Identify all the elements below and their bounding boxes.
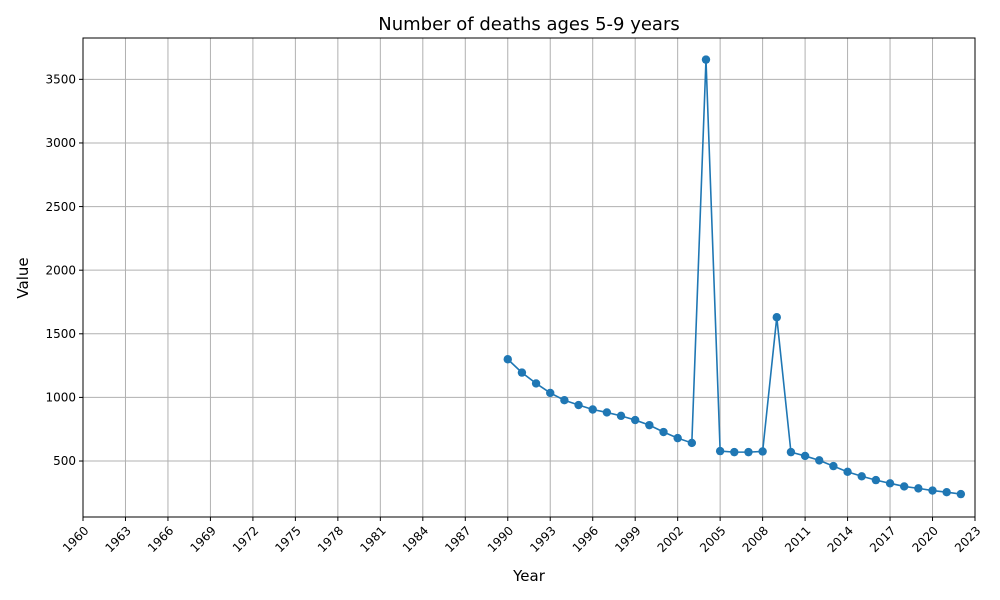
data-point [871, 475, 881, 485]
x-tick-label: 2011 [782, 524, 813, 555]
x-axis-title: Year [512, 567, 546, 585]
data-point [942, 487, 951, 497]
data-point [673, 433, 682, 443]
data-point [857, 472, 866, 481]
data-point [517, 368, 527, 377]
data-point [800, 451, 810, 461]
data-point [843, 467, 852, 477]
x-tick-label: 1966 [145, 524, 176, 555]
x-tick-label: 2008 [740, 524, 771, 555]
data-point [829, 461, 838, 471]
data-point [616, 411, 626, 421]
data-point [786, 447, 796, 457]
x-tick-label: 1996 [570, 524, 601, 555]
data-point [546, 388, 555, 398]
x-tick-label: 1981 [357, 524, 388, 555]
y-tick-label: 2000 [45, 263, 76, 277]
x-tick-label: 1993 [527, 524, 558, 555]
x-gridlines [82, 38, 976, 517]
y-tick-label: 1500 [45, 327, 76, 341]
x-tick-label: 2017 [867, 524, 898, 555]
y-tick-label: 2500 [45, 200, 76, 214]
data-point [560, 396, 569, 405]
data-point [885, 479, 895, 488]
x-tick-label: 2023 [952, 524, 983, 555]
plot-area-frame [82, 37, 976, 518]
x-tick-label: 1960 [60, 524, 91, 555]
series-line [507, 59, 961, 495]
x-axis-ticks: 1960 1963 1966 1969 1972 1975 1978 1981 1984 1987… [60, 517, 983, 555]
x-tick-label: 1975 [272, 524, 303, 555]
data-point [687, 438, 697, 448]
y-gridlines [83, 78, 975, 462]
data-point [574, 400, 583, 410]
data-point [602, 408, 612, 417]
x-tick-label: 1990 [485, 524, 516, 555]
data-point [659, 427, 668, 437]
y-axis-ticks: 500 1000 1500 2000 2500 3000 3500 [45, 73, 83, 468]
chart-title: Number of deaths ages 5-9 years [378, 14, 679, 35]
data-point [815, 456, 824, 465]
y-tick-label: 3500 [45, 73, 76, 87]
x-tick-label: 1963 [102, 524, 133, 555]
x-tick-label: 1999 [612, 524, 643, 555]
x-tick-label: 1972 [230, 524, 261, 555]
data-point [914, 484, 923, 493]
x-tick-label: 2005 [697, 524, 728, 555]
y-tick-label: 3000 [45, 136, 76, 150]
data-point [531, 379, 541, 388]
x-tick-label: 2002 [655, 524, 686, 555]
data-point [772, 313, 781, 322]
data-point [715, 446, 725, 456]
x-tick-label: 1987 [442, 524, 473, 555]
x-tick-label: 2020 [910, 524, 941, 555]
x-tick-label: 1969 [187, 524, 218, 555]
data-point [758, 447, 767, 456]
data-point [588, 405, 597, 414]
data-point [503, 355, 512, 364]
data-point [900, 482, 909, 491]
data-point [744, 447, 753, 457]
data-point [956, 489, 966, 499]
data-point [928, 486, 937, 495]
x-tick-label: 1978 [315, 524, 346, 555]
data-point [645, 420, 654, 430]
data-point [701, 55, 711, 64]
y-tick-label: 500 [53, 454, 76, 468]
x-tick-label: 2014 [825, 524, 856, 555]
series-layer [503, 55, 966, 499]
data-point [630, 415, 640, 425]
x-tick-label: 1984 [400, 524, 431, 555]
y-axis-title: Value [14, 257, 32, 298]
data-point [730, 447, 739, 457]
y-tick-label: 1000 [45, 391, 76, 405]
